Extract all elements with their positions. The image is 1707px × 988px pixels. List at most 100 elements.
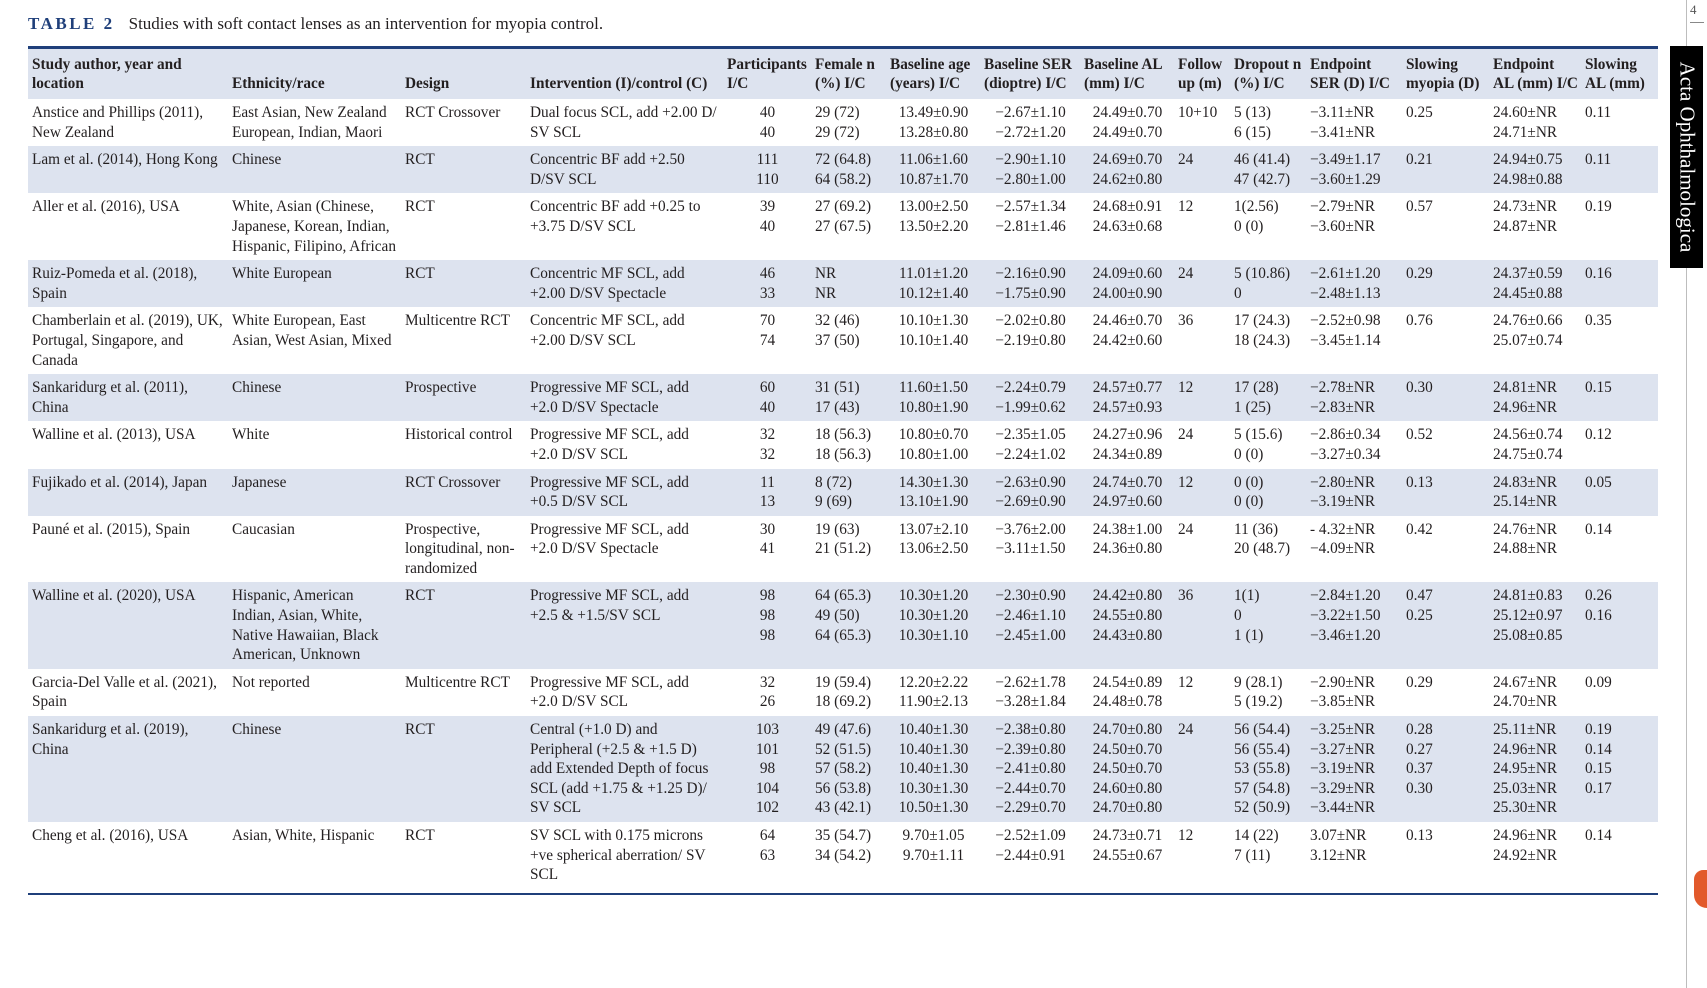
cell-baseline-ser: −2.52±1.09 −2.44±0.91	[995, 827, 1066, 864]
cell-study: Cheng et al. (2016), USA	[32, 827, 189, 844]
cell-study: Pauné et al. (2015), Spain	[32, 520, 191, 538]
cell-ethnicity: White	[232, 426, 270, 444]
cell-intervention: Progressive MF SCL, add +2.0 D/SV SCL	[530, 426, 689, 463]
cell-female: NR NR	[811, 260, 886, 308]
cell-dropout: 11 (36) 20 (48.7)	[1234, 520, 1291, 558]
cell-participants: 70 74	[759, 312, 776, 349]
cell-endpoint-ser: −3.49±1.17 −3.60±1.29	[1306, 146, 1402, 194]
cell-dropout: 17 (28) 1 (25)	[1230, 374, 1306, 422]
cell-participants: 103 101 98 104 102	[723, 716, 811, 822]
cell-study: Lam et al. (2014), Hong Kong	[28, 146, 228, 194]
header-dropout: Dropout n (%) I/C	[1230, 49, 1306, 99]
cell-baseline-ser: −3.76±2.00 −3.11±1.50	[995, 520, 1066, 558]
cell-baseline-age: 11.01±1.20 10.12±1.40	[886, 260, 980, 308]
cell-baseline-age: 11.06±1.60 10.87±1.70	[886, 146, 980, 194]
cell-intervention: Concentric MF SCL, add +2.00 D/SV SCL	[530, 312, 685, 349]
cell-ethnicity: East Asian, New Zealand European, Indian…	[232, 104, 387, 141]
cell-slowing-al: 0.11	[1585, 104, 1612, 121]
table-row: Walline et al. (2020), USA Hispanic, Amer…	[28, 582, 1658, 669]
table-caption-text: Studies with soft contact lenses as an i…	[128, 14, 604, 33]
cell-baseline-age: 14.30±1.30 13.10±1.90	[886, 468, 980, 516]
cell-baseline-al: 24.49±0.70 24.49±0.70	[1092, 104, 1163, 141]
cell-study: Aller et al. (2016), USA	[32, 198, 180, 216]
header-design: Design	[401, 49, 526, 99]
cell-participants: 98 98 98	[723, 582, 811, 669]
cell-ethnicity: White European	[228, 260, 401, 308]
page-edge-line	[1686, 0, 1687, 988]
cell-intervention: Progressive MF SCL, add +2.0 D/SV Specta…	[526, 374, 723, 422]
cell-baseline-ser: −2.24±0.79 −1.99±0.62	[980, 374, 1080, 422]
cell-ethnicity: Caucasian	[232, 520, 295, 538]
header-follow-up: Follow up (m)	[1174, 49, 1230, 99]
cell-dropout: 0 (0) 0 (0)	[1230, 468, 1306, 516]
cell-endpoint-ser: −3.11±NR −3.41±NR	[1310, 104, 1376, 141]
cell-follow-up: 24	[1178, 520, 1194, 538]
table-caption: TABLE 2 Studies with soft contact lenses …	[28, 14, 603, 34]
cell-female: 32 (46) 37 (50)	[815, 312, 860, 349]
cell-slowing-al: 0.15	[1581, 374, 1658, 422]
table-row: Sankaridurg et al. (2011), China Chinese P…	[28, 374, 1658, 422]
table-row: Sankaridurg et al. (2019), China Chinese R…	[28, 716, 1658, 822]
cell-participants: 64 63	[759, 827, 776, 864]
table-row: Chamberlain et al. (2019), UK, Portugal,…	[28, 307, 1658, 374]
cell-design: RCT Crossover	[405, 104, 501, 121]
table-row: Aller et al. (2016), USA White, Asian (Ch…	[28, 193, 1658, 260]
cell-ethnicity: White European, East Asian, West Asian, …	[232, 312, 392, 349]
cell-participants: 46 33	[723, 260, 811, 308]
cell-dropout: 9 (28.1) 5 (19.2)	[1234, 673, 1283, 711]
cell-baseline-ser: −2.62±1.78 −3.28±1.84	[995, 673, 1066, 711]
cell-baseline-ser: −2.16±0.90 −1.75±0.90	[980, 260, 1080, 308]
cell-slowing-myopia: 0.30	[1402, 374, 1489, 422]
table-row: Ruiz-Pomeda et al. (2018), Spain White Eu…	[28, 260, 1658, 308]
header-intervention: Intervention (I)/control (C)	[526, 49, 723, 99]
cell-female: 27 (69.2) 27 (67.5)	[815, 198, 872, 235]
cell-intervention: Central (+1.0 D) and Peripheral (+2.5 & …	[526, 716, 723, 822]
cell-follow-up: 12	[1178, 827, 1194, 844]
cell-baseline-age: 13.00±2.50 13.50±2.20	[898, 198, 969, 235]
header-slowing-al: Slowing AL (mm)	[1581, 49, 1658, 99]
cell-design: Multicentre RCT	[405, 673, 510, 691]
cell-intervention: Dual focus SCL, add +2.00 D/ SV SCL	[530, 104, 717, 141]
cell-study: Fujikado et al. (2014), Japan	[28, 468, 228, 516]
cell-baseline-ser: −2.67±1.10 −2.72±1.20	[995, 104, 1066, 141]
table-container: Study author, year and location Ethnicit…	[28, 46, 1658, 895]
cell-dropout: 5 (15.6) 0 (0)	[1234, 426, 1283, 463]
cell-dropout: 17 (24.3) 18 (24.3)	[1234, 312, 1291, 349]
cell-design: RCT	[401, 582, 526, 669]
cell-baseline-ser: −2.38±0.80 −2.39±0.80 −2.41±0.80 −2.44±0…	[980, 716, 1080, 822]
cell-slowing-al: 0.12	[1585, 426, 1612, 444]
cell-slowing-myopia: 0.42	[1406, 520, 1433, 538]
cell-baseline-ser: −2.63±0.90 −2.69±0.90	[980, 468, 1080, 516]
cell-ethnicity: Asian, White, Hispanic	[232, 827, 375, 844]
cell-baseline-al: 24.09±0.60 24.00±0.90	[1080, 260, 1174, 308]
cell-female: 8 (72) 9 (69)	[811, 468, 886, 516]
cell-slowing-myopia: 0.21	[1402, 146, 1489, 194]
cell-female: 64 (65.3) 49 (50) 64 (65.3)	[811, 582, 886, 669]
cell-baseline-al: 24.73±0.71 24.55±0.67	[1092, 827, 1163, 864]
cell-endpoint-al: 24.37±0.59 24.45±0.88	[1489, 260, 1581, 308]
cell-female: 19 (59.4) 18 (69.2)	[815, 673, 872, 711]
cell-endpoint-al: 24.73±NR 24.87±NR	[1493, 198, 1558, 235]
cell-baseline-age: 10.10±1.30 10.10±1.40	[898, 312, 969, 349]
cell-slowing-myopia: 0.29	[1402, 260, 1489, 308]
cell-slowing-al: 0.05	[1581, 468, 1658, 516]
page-number-mark	[1690, 22, 1704, 23]
cell-design: RCT Crossover	[401, 468, 526, 516]
cell-endpoint-ser: −2.61±1.20 −2.48±1.13	[1306, 260, 1402, 308]
cell-endpoint-ser: - 4.32±NR −4.09±NR	[1310, 520, 1376, 558]
cell-slowing-al: 0.11	[1581, 146, 1658, 194]
cell-baseline-al: 24.57±0.77 24.57±0.93	[1080, 374, 1174, 422]
cell-participants: 60 40	[723, 374, 811, 422]
cell-endpoint-ser: 3.07±NR 3.12±NR	[1310, 827, 1367, 864]
cell-endpoint-al: 24.83±NR 25.14±NR	[1489, 468, 1581, 516]
studies-table: Study author, year and location Ethnicit…	[28, 49, 1658, 889]
cell-design: Historical control	[405, 426, 513, 444]
cell-participants: 39 40	[759, 198, 776, 235]
cell-participants: 11 13	[723, 468, 811, 516]
table-row: Cheng et al. (2016), USA Asian, White, Hi…	[28, 822, 1658, 889]
cell-baseline-al: 24.38±1.00 24.36±0.80	[1092, 520, 1163, 558]
table-row: Garcia-Del Valle et al. (2021), Spain Not…	[28, 669, 1658, 716]
cell-baseline-age: 12.20±2.22 11.90±2.13	[898, 673, 969, 711]
cell-endpoint-al: 24.56±0.74 24.75±0.74	[1493, 426, 1563, 463]
cell-slowing-al: 0.14	[1585, 520, 1612, 538]
